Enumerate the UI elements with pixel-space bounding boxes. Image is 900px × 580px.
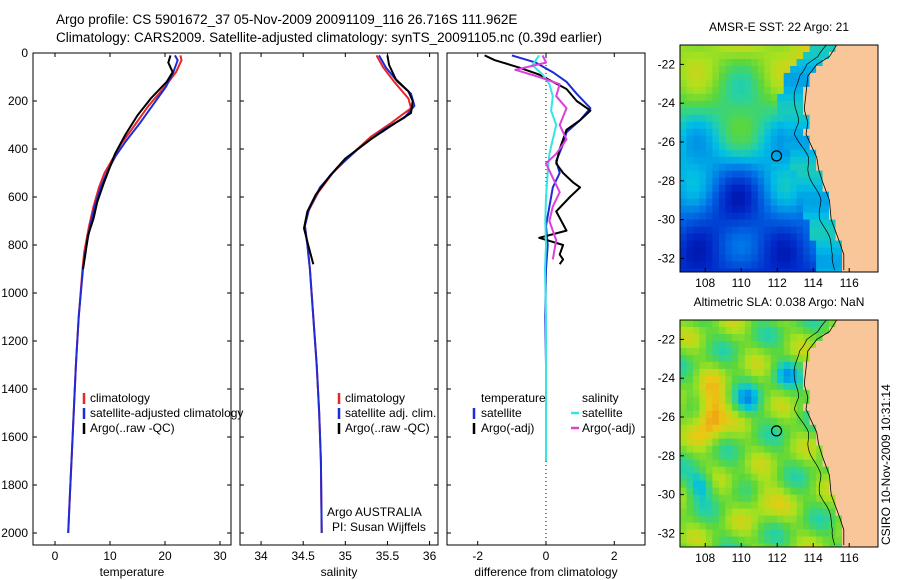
x-tick-label: 35.5 <box>376 549 400 563</box>
y-tick-label: 1200 <box>1 334 28 348</box>
legend-diff-label: Argo(-adj) <box>481 421 534 435</box>
map-x-tick-label: 112 <box>768 276 787 290</box>
map-x-tick-label: 116 <box>840 551 859 565</box>
x-tick-label: 35 <box>339 549 353 563</box>
series-line-3-4 <box>514 54 568 260</box>
legend-salinity-label: climatology <box>345 391 405 405</box>
x-tick-label: 30 <box>213 549 227 563</box>
float-position-marker <box>770 425 783 437</box>
x-tick-label: 34.5 <box>292 549 316 563</box>
legend-salinity-label: Argo(..raw -QC) <box>345 421 430 435</box>
y-tick-label: 0 <box>21 46 28 60</box>
y-tick-label: 400 <box>8 142 28 156</box>
map-x-tick-label: 112 <box>768 551 787 565</box>
y-tick-label: 200 <box>8 94 28 108</box>
x-axis-label: temperature <box>100 565 165 579</box>
x-tick-label: 36 <box>423 549 437 563</box>
coastline <box>803 45 845 271</box>
legend-salinity-label: satellite adj. clim. <box>345 406 436 420</box>
map-y-tick-label: -24 <box>658 96 676 110</box>
legend-diff-label: satellite <box>582 406 623 420</box>
map-2-field <box>680 320 878 547</box>
map-y-tick-label: -26 <box>658 410 676 424</box>
map-x-tick-label: 114 <box>804 276 823 290</box>
legend-diff-label: Argo(-adj) <box>582 421 635 435</box>
map-x-tick-label: 108 <box>695 276 715 290</box>
map-y-tick-label: -24 <box>658 371 676 385</box>
map-x-tick-label: 110 <box>732 276 751 290</box>
series-line-1-3 <box>82 55 174 270</box>
y-tick-label: 1000 <box>1 286 28 300</box>
map-y-tick-label: -32 <box>658 526 676 540</box>
map-title: Altimetric SLA: 0.038 Argo: NaN <box>694 295 865 309</box>
map-y-tick-label: -26 <box>658 135 676 149</box>
x-tick-label: 20 <box>158 549 172 563</box>
map-y-tick-label: -22 <box>658 332 676 346</box>
map-x-tick-label: 114 <box>804 551 823 565</box>
map-2-frame <box>679 319 879 548</box>
legend-diff-label: satellite <box>481 406 522 420</box>
x-tick-label: 0 <box>543 549 550 563</box>
isobath-line <box>793 320 835 546</box>
series-line-3-3 <box>531 54 558 461</box>
x-tick-label: 0 <box>52 549 59 563</box>
annotation-argo-australia: Argo AUSTRALIA <box>327 505 422 519</box>
isobath-line <box>793 45 835 271</box>
map-y-tick-label: -30 <box>658 488 676 502</box>
annotation-pi: PI: Susan Wijffels <box>332 520 426 534</box>
map-y-tick-label: -28 <box>658 174 676 188</box>
map-y-tick-label: -30 <box>658 213 676 227</box>
legend-temperature-label: climatology <box>90 391 150 405</box>
map-1-field <box>680 45 878 272</box>
x-tick-label: 10 <box>103 549 117 563</box>
map-x-tick-label: 108 <box>695 551 715 565</box>
y-tick-label: 1800 <box>1 478 28 492</box>
y-tick-label: 2000 <box>1 526 28 540</box>
map-x-tick-label: 116 <box>840 276 859 290</box>
x-tick-label: 2 <box>611 549 618 563</box>
y-tick-label: 800 <box>8 238 28 252</box>
chart-title-line-2: Climatology: CARS2009. Satellite-adjuste… <box>56 30 603 45</box>
x-tick-label: -2 <box>472 549 483 563</box>
legend-temperature-label: Argo(..raw -QC) <box>90 421 175 435</box>
profile-panel-1-frame <box>32 52 232 546</box>
map-y-tick-label: -32 <box>658 251 676 265</box>
map-x-tick-label: 110 <box>732 551 751 565</box>
y-tick-label: 1600 <box>1 430 28 444</box>
profile-panel-2-frame <box>239 52 439 546</box>
x-axis-label: difference from climatology <box>474 565 617 579</box>
legend-diff-temperature-heading: temperature <box>481 391 546 405</box>
y-tick-label: 1400 <box>1 382 28 396</box>
series-line-2-3 <box>303 55 414 265</box>
y-tick-label: 600 <box>8 190 28 204</box>
map-y-tick-label: -28 <box>658 449 676 463</box>
coastline <box>803 320 845 546</box>
legend-diff-salinity-heading: salinity <box>582 391 619 405</box>
x-tick-label: 34 <box>254 549 268 563</box>
series-line-1-2 <box>67 54 179 534</box>
x-axis-label: salinity <box>321 565 358 579</box>
map-title: AMSR-E SST: 22 Argo: 21 <box>709 20 849 34</box>
chart-title-line-1: Argo profile: CS 5901672_37 05-Nov-2009 … <box>56 12 518 27</box>
map-1-frame <box>679 44 879 273</box>
float-position-marker <box>770 150 783 162</box>
map-y-tick-label: -22 <box>658 57 676 71</box>
legend-temperature-label: satellite-adjusted climatology <box>90 406 243 420</box>
